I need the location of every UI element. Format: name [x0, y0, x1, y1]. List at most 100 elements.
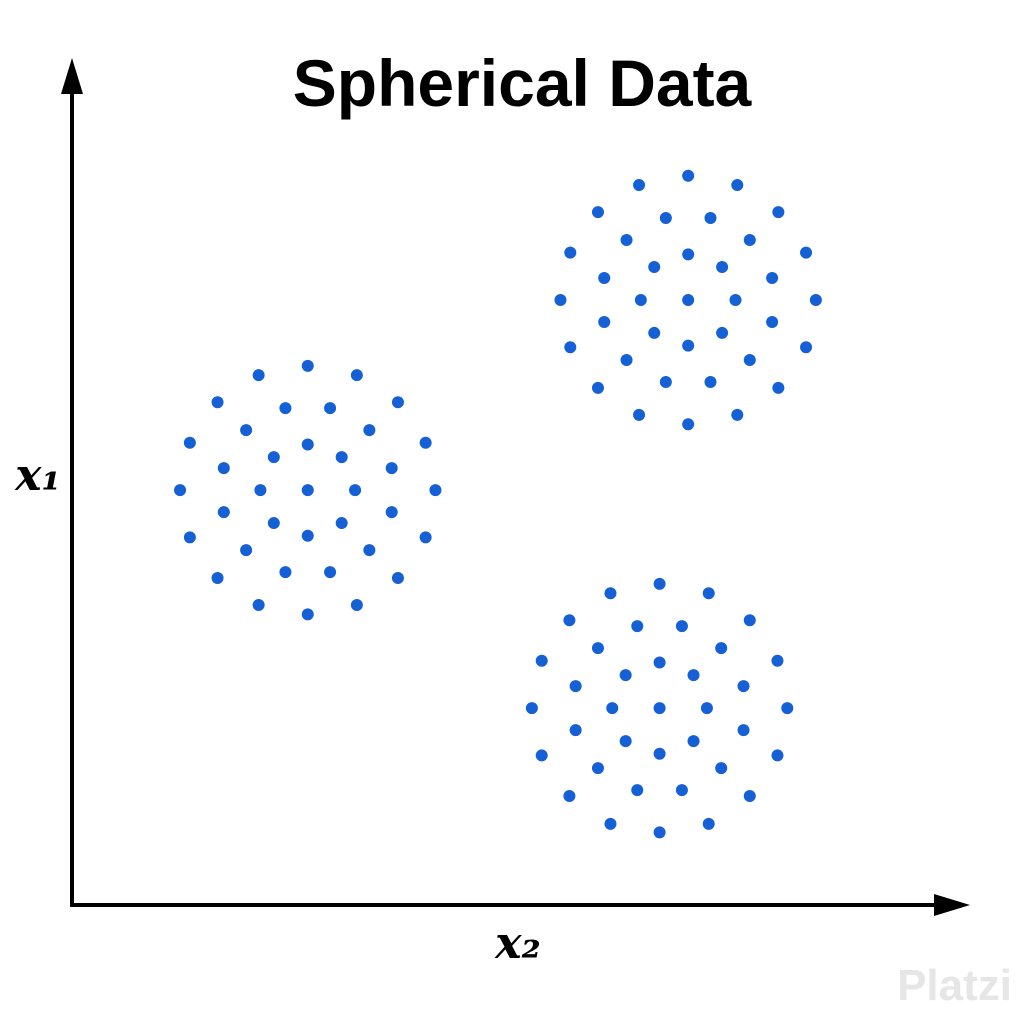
- point: [771, 749, 784, 762]
- point: [350, 369, 363, 382]
- point: [301, 529, 314, 542]
- point: [772, 206, 785, 219]
- point: [731, 408, 744, 421]
- point: [217, 462, 230, 475]
- point: [687, 735, 700, 748]
- point: [606, 702, 619, 715]
- point: [743, 614, 756, 627]
- point: [240, 424, 253, 437]
- point: [620, 233, 633, 246]
- point: [653, 826, 666, 839]
- point: [648, 261, 661, 274]
- point: [267, 517, 280, 530]
- point: [729, 293, 742, 306]
- point: [267, 451, 280, 464]
- x-axis-label: x₂: [494, 918, 541, 969]
- point: [419, 436, 432, 449]
- point: [772, 381, 785, 394]
- point: [766, 272, 779, 285]
- point: [349, 484, 362, 497]
- point: [737, 724, 750, 737]
- point: [659, 375, 672, 388]
- point: [604, 587, 617, 600]
- point: [279, 402, 292, 415]
- point: [653, 656, 666, 669]
- point: [687, 669, 700, 682]
- point: [391, 396, 404, 409]
- point: [809, 293, 822, 306]
- point: [633, 408, 646, 421]
- x-axis-arrow: [934, 894, 970, 916]
- point: [648, 326, 661, 339]
- point: [535, 654, 548, 667]
- point: [564, 341, 577, 354]
- point: [743, 353, 756, 366]
- y-axis-arrow: [61, 58, 83, 94]
- point: [324, 566, 337, 579]
- point: [301, 484, 314, 497]
- point: [240, 544, 253, 557]
- point: [800, 341, 813, 354]
- point: [716, 326, 729, 339]
- point: [564, 246, 577, 259]
- point: [700, 702, 713, 715]
- point: [183, 436, 196, 449]
- point: [335, 451, 348, 464]
- point: [174, 484, 187, 497]
- point: [563, 789, 576, 802]
- point: [620, 353, 633, 366]
- point: [598, 272, 611, 285]
- point: [419, 531, 432, 544]
- point: [211, 396, 224, 409]
- point: [619, 669, 632, 682]
- point: [715, 642, 728, 655]
- point: [252, 369, 265, 382]
- point: [569, 724, 582, 737]
- point: [211, 571, 224, 584]
- point: [675, 784, 688, 797]
- point: [604, 817, 617, 830]
- point: [569, 680, 582, 693]
- point: [653, 747, 666, 760]
- point: [631, 620, 644, 633]
- point: [391, 571, 404, 584]
- point: [716, 261, 729, 274]
- point: [633, 179, 646, 192]
- point: [771, 654, 784, 667]
- point: [301, 359, 314, 372]
- point: [252, 599, 265, 612]
- point: [591, 206, 604, 219]
- point: [704, 212, 717, 225]
- point: [653, 577, 666, 590]
- point: [675, 620, 688, 633]
- point: [715, 762, 728, 775]
- point: [429, 484, 442, 497]
- y-axis-label: x₁: [14, 450, 61, 501]
- point: [525, 702, 538, 715]
- point: [591, 762, 604, 775]
- point: [634, 293, 647, 306]
- point: [682, 293, 695, 306]
- point: [781, 702, 794, 715]
- point: [217, 506, 230, 519]
- point: [279, 566, 292, 579]
- point: [183, 531, 196, 544]
- point: [350, 599, 363, 612]
- chart-title: Spherical Data: [293, 46, 753, 120]
- point: [702, 587, 715, 600]
- point: [682, 339, 695, 352]
- point: [682, 248, 695, 261]
- point: [682, 418, 695, 431]
- point: [704, 375, 717, 388]
- point: [535, 749, 548, 762]
- point: [301, 608, 314, 621]
- point: [731, 179, 744, 192]
- point: [385, 506, 398, 519]
- point: [591, 381, 604, 394]
- point: [254, 484, 267, 497]
- point: [591, 642, 604, 655]
- point: [653, 702, 666, 715]
- point: [702, 817, 715, 830]
- point: [563, 614, 576, 627]
